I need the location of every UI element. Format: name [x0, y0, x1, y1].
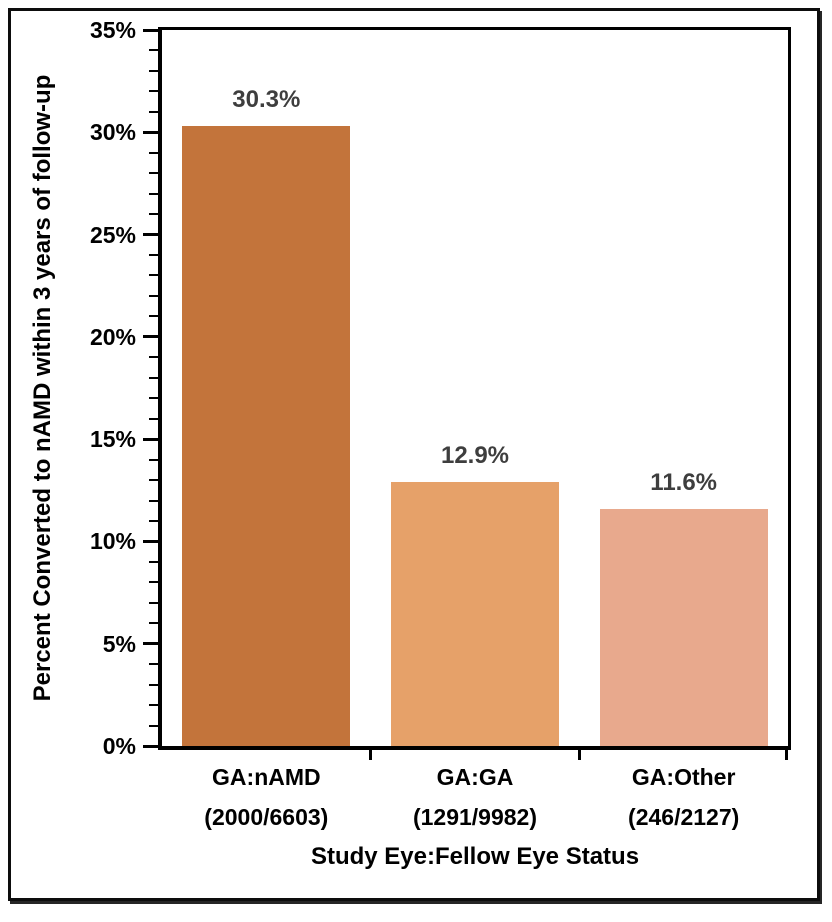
bar [391, 482, 559, 746]
y-tick-label: 35% [89, 17, 136, 43]
y-tick-minor [149, 458, 158, 461]
bar-value-label: 30.3% [232, 86, 301, 114]
y-tick-label: 20% [89, 323, 136, 350]
y-tick-minor [149, 315, 158, 318]
bar-value-label: 11.6% [650, 468, 718, 496]
y-tick-label: 10% [89, 528, 136, 555]
category-label: GA:nAMD [212, 764, 321, 790]
x-tick [784, 746, 788, 760]
y-tick-minor [149, 479, 158, 482]
bar-value-label: 12.9% [440, 442, 510, 470]
y-tick-minor [149, 519, 158, 522]
category-sublabel: (246/2127) [628, 804, 740, 830]
y-tick-minor [149, 499, 158, 502]
category-label: GA:GA [436, 764, 514, 790]
x-axis-title: Study Eye:Fellow Eye Status [310, 843, 640, 870]
y-tick-label: 15% [89, 426, 136, 453]
y-tick-label: 30% [89, 119, 136, 146]
category-sublabel: (1291/9982) [412, 804, 538, 830]
y-tick-minor [149, 704, 158, 707]
y-tick-minor [149, 376, 158, 379]
y-tick-label: 0% [102, 733, 136, 759]
y-tick-minor [149, 663, 158, 666]
y-tick-minor [149, 172, 158, 175]
y-tick-minor [149, 683, 158, 686]
y-tick-minor [149, 581, 158, 584]
y-tick-minor [149, 294, 158, 297]
bar [599, 508, 768, 746]
y-tick-minor [149, 356, 158, 359]
y-tick-major [143, 539, 158, 543]
x-tick [369, 746, 373, 760]
y-tick-label: 5% [102, 630, 136, 657]
y-axis-title: Percent Converted to nAMD within 3 years… [29, 74, 56, 702]
y-tick-major [143, 335, 158, 339]
y-tick-minor [149, 560, 158, 563]
y-tick-major [143, 642, 158, 646]
y-tick-minor [149, 724, 158, 727]
y-tick-minor [149, 601, 158, 604]
y-tick-minor [149, 254, 158, 257]
y-tick-minor [149, 274, 158, 277]
y-tick-minor [149, 151, 158, 154]
plot-area: 30.3% 12.9% 11.6% [158, 27, 791, 750]
y-tick-minor [149, 69, 158, 72]
y-tick-minor [149, 192, 158, 195]
y-tick-major [143, 130, 158, 134]
y-tick-label: 25% [89, 221, 136, 248]
y-tick-minor [149, 110, 158, 113]
y-tick-major [143, 437, 158, 441]
y-tick-major [143, 233, 158, 237]
category-sublabel: (2000/6603) [204, 804, 329, 830]
x-tick [577, 746, 581, 760]
y-tick-minor [149, 90, 158, 93]
bar [182, 126, 351, 746]
y-tick-minor [149, 49, 158, 52]
y-tick-major [143, 744, 158, 748]
y-tick-minor [149, 213, 158, 216]
y-tick-minor [149, 417, 158, 420]
category-label: GA:Other [631, 764, 736, 790]
y-tick-minor [149, 622, 158, 625]
y-tick-minor [149, 397, 158, 400]
y-tick-major [143, 28, 158, 32]
